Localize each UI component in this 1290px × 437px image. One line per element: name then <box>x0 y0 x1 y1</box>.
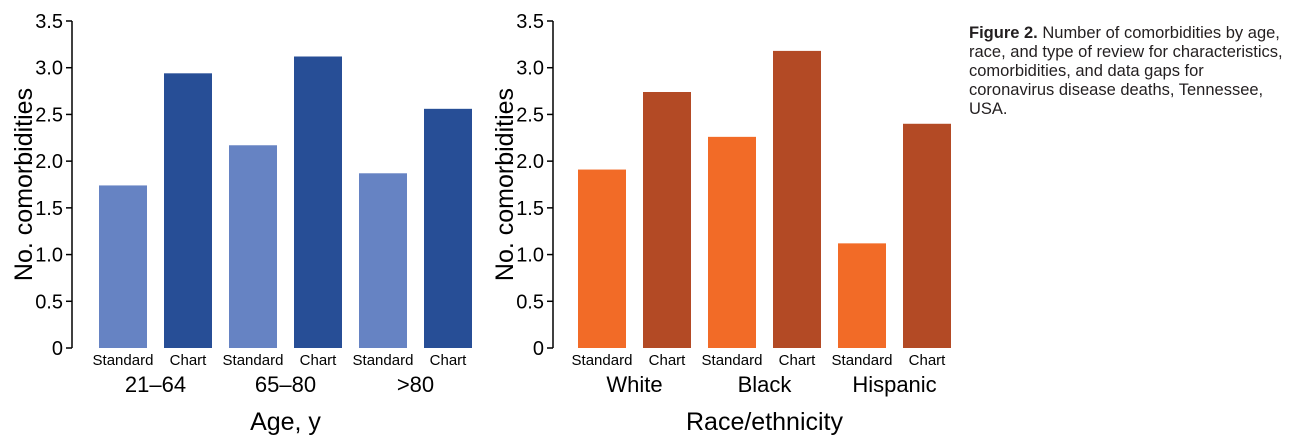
category-label: Chart <box>909 352 947 369</box>
y-tick-label: 2.0 <box>35 151 63 173</box>
group-label: 21–64 <box>125 372 186 397</box>
bar-4 <box>773 50 821 348</box>
y-tick-label: 0.5 <box>516 291 544 313</box>
y-tick-label: 2.5 <box>516 104 544 126</box>
bar-5 <box>838 243 886 348</box>
figure-charts: Standard Chart Standard Chart Standard Chart 0… <box>10 11 951 436</box>
y-tick-label: 1.0 <box>516 245 544 267</box>
chart-age: Standard Chart Standard Chart Standard Chart 0… <box>10 11 472 436</box>
y-tick-label: 1.5 <box>35 198 63 220</box>
category-label: Standard <box>572 352 633 369</box>
y-tick-label: 1.0 <box>35 245 63 267</box>
bar-5 <box>359 173 407 348</box>
y-tick-label: 3.0 <box>35 58 63 80</box>
category-label: Standard <box>223 352 284 369</box>
caption-label: Figure 2. <box>969 24 1038 42</box>
category-label: Chart <box>779 352 817 369</box>
category-label: Standard <box>353 352 414 369</box>
chart-race-ethnicity: Standard Chart Standard Chart Standard Chart 0… <box>491 11 951 436</box>
x-axis-label: Age, y <box>250 408 321 436</box>
y-tick-label: 2.5 <box>35 104 63 126</box>
bar-2 <box>164 73 212 348</box>
category-label: Standard <box>832 352 893 369</box>
group-label: Black <box>738 372 793 397</box>
y-tick-label: 0 <box>533 338 544 360</box>
caption-text: Number of comorbidities by age, race, an… <box>969 24 1283 118</box>
bar-4 <box>294 56 342 348</box>
y-tick-label: 3.5 <box>516 11 544 33</box>
x-axis-label: Race/ethnicity <box>686 408 844 436</box>
category-label: Standard <box>93 352 154 369</box>
y-axis-label: No. comorbidities <box>10 88 38 281</box>
category-label: Chart <box>300 352 338 369</box>
bar-3 <box>229 145 277 348</box>
y-tick-label: 3.0 <box>516 58 544 80</box>
bar-1 <box>99 185 147 348</box>
group-label: Hispanic <box>852 372 936 397</box>
category-label: Chart <box>170 352 208 369</box>
y-tick-label: 0 <box>52 338 63 360</box>
bar-6 <box>903 123 951 349</box>
y-tick-label: 1.5 <box>516 198 544 220</box>
bar-3 <box>708 136 756 348</box>
bar-6 <box>424 108 472 348</box>
y-tick-label: 0.5 <box>35 291 63 313</box>
y-tick-label: 2.0 <box>516 151 544 173</box>
figure-caption: Figure 2. Number of comorbidities by age… <box>969 24 1287 119</box>
category-label: Standard <box>702 352 763 369</box>
y-axis-label: No. comorbidities <box>491 88 519 281</box>
group-label: 65–80 <box>255 372 316 397</box>
group-label: >80 <box>397 372 434 397</box>
y-tick-label: 3.5 <box>35 11 63 33</box>
category-label: Chart <box>430 352 468 369</box>
group-label: White <box>606 372 662 397</box>
bar-2 <box>643 92 691 349</box>
category-label: Chart <box>649 352 687 369</box>
bar-1 <box>578 169 626 348</box>
